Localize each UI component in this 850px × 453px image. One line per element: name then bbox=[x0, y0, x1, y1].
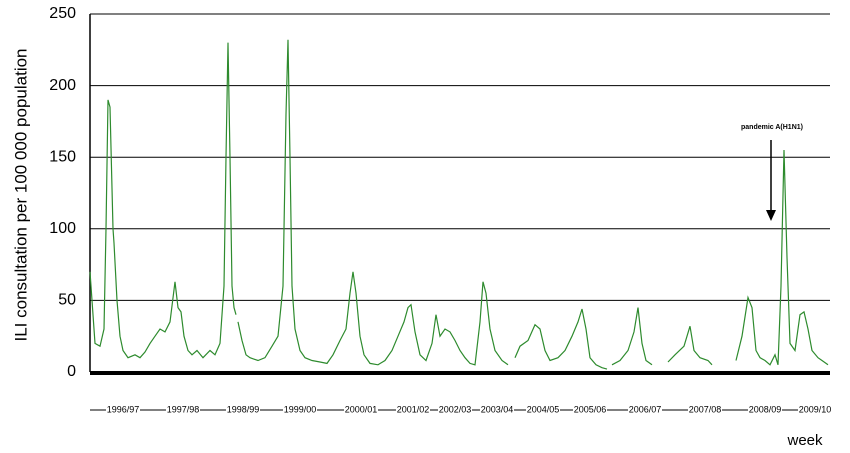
x-tick-label-bg bbox=[688, 404, 722, 416]
y-tick-label: 150 bbox=[49, 148, 76, 165]
x-tick-label: 1998/99 bbox=[227, 404, 260, 414]
x-tick-label-bg bbox=[480, 404, 514, 416]
y-tick-label: 200 bbox=[49, 77, 76, 94]
x-tick-label: 2000/01 bbox=[345, 404, 378, 414]
y-axis-label: ILI consultation per 100 000 population bbox=[11, 48, 30, 341]
x-tick-label-bg bbox=[106, 404, 140, 416]
x-tick-label-bg bbox=[798, 404, 832, 416]
x-tick-label-bg bbox=[226, 404, 260, 416]
x-tick-label-bg bbox=[526, 404, 560, 416]
x-tick-label: 1996/97 bbox=[107, 404, 140, 414]
y-tick-label: 250 bbox=[49, 5, 76, 22]
x-tick-label: 2001/02 bbox=[397, 404, 430, 414]
x-tick-label-bg bbox=[438, 404, 472, 416]
x-tick-label: 2008/09 bbox=[749, 404, 782, 414]
y-tick-label: 100 bbox=[49, 220, 76, 237]
annotation: pandemic A(H1N1) bbox=[741, 124, 803, 131]
x-tick-label: 2002/03 bbox=[439, 404, 472, 414]
x-tick-label: 2005/06 bbox=[574, 404, 607, 414]
x-axis-label: week bbox=[786, 432, 823, 449]
x-tick-label-bg bbox=[344, 404, 378, 416]
x-tick-label: 1997/98 bbox=[167, 404, 200, 414]
ili-line bbox=[89, 39, 829, 370]
x-tick-label-bg bbox=[283, 404, 317, 416]
x-tick-label-bg bbox=[573, 404, 607, 416]
x-tick-label: 2007/08 bbox=[689, 404, 722, 414]
x-tick-label-bg bbox=[166, 404, 200, 416]
annotation-arrowhead bbox=[766, 210, 776, 221]
y-tick-label: 0 bbox=[67, 363, 76, 380]
x-tick-label: 2006/07 bbox=[629, 404, 662, 414]
x-tick-label: 2003/04 bbox=[481, 404, 514, 414]
x-tick-label: 2009/10 bbox=[799, 404, 832, 414]
y-tick-label: 50 bbox=[58, 292, 76, 309]
x-tick-label-bg bbox=[628, 404, 662, 416]
x-tick-label: 1999/00 bbox=[284, 404, 317, 414]
x-tick-label: 2004/05 bbox=[527, 404, 560, 414]
x-tick-label-bg bbox=[396, 404, 430, 416]
x-tick-label-bg bbox=[748, 404, 782, 416]
